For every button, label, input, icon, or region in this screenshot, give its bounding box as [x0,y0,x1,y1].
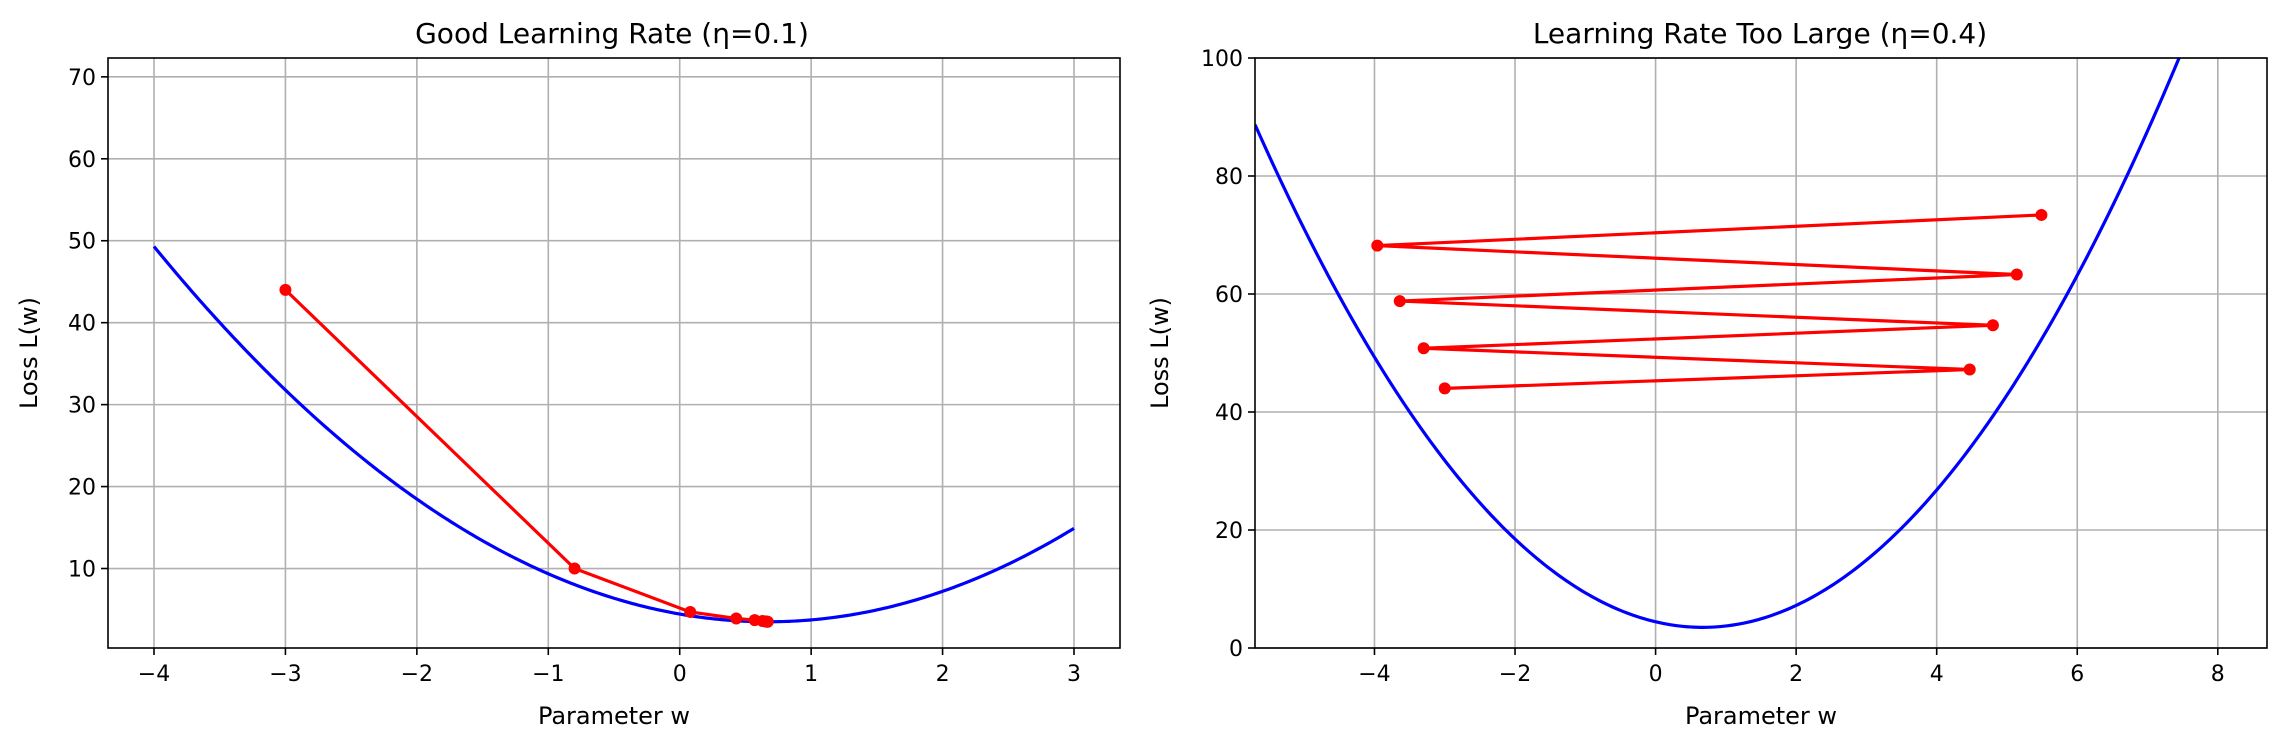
descent-step-point [1417,342,1430,355]
y-tick-label: 60 [68,148,96,173]
x-tick-label: −3 [269,662,301,687]
y-axis-label: Loss L(w) [1146,297,1174,409]
y-tick-label: 60 [1215,283,1243,308]
descent-step-point [761,615,774,628]
y-tick-label: 70 [68,66,96,91]
x-tick-label: −2 [1499,662,1531,687]
descent-step-point [684,605,697,618]
y-axis-ticks: 10 20 30 40 50 60 70 [68,66,108,583]
y-tick-label: 50 [68,230,96,255]
y-tick-label: 80 [1215,165,1243,190]
chart-learning-rate-too-large: Learning Rate Too Large (η=0.4) −4 −2 0 2 4 6… [1146,17,2268,730]
descent-step-point [1986,319,1999,332]
gradient-descent-path [1371,208,2048,395]
y-tick-label: 20 [68,476,96,501]
grid [1255,57,2267,649]
descent-step-point [1963,363,1976,376]
y-tick-label: 20 [1215,519,1243,544]
loss-curve-line [1255,58,2181,629]
loss-curve [152,245,1075,624]
x-tick-label: 1 [804,662,818,687]
descent-step-point [1438,382,1451,395]
x-tick-label: 6 [2070,662,2084,687]
x-axis-label: Parameter w [1685,702,1837,730]
x-tick-label: 0 [1649,662,1663,687]
y-tick-label: 0 [1229,637,1243,662]
x-axis-label: Parameter w [538,702,690,730]
loss-curve [1255,58,2181,629]
x-tick-label: −2 [401,662,433,687]
x-axis-ticks: −4 −3 −2 −1 0 1 2 3 [138,648,1081,687]
gradient-descent-path [279,283,774,628]
x-tick-label: 3 [1067,662,1081,687]
x-tick-label: 0 [673,662,687,687]
y-tick-label: 40 [68,312,96,337]
descent-step-point [1371,239,1384,252]
descent-step-point [279,283,292,296]
chart-title: Good Learning Rate (η=0.1) [415,17,809,50]
plot-frame [107,57,1121,649]
descent-path-line [1375,213,2042,390]
descent-step-point [2035,208,2048,221]
y-axis-ticks: 0 20 40 60 80 100 [1201,47,1255,662]
x-axis-ticks: −4 −2 0 2 4 6 8 [1358,648,2225,687]
x-tick-label: −1 [532,662,564,687]
x-tick-label: 2 [936,662,950,687]
y-tick-label: 10 [68,558,96,583]
y-tick-label: 40 [1215,401,1243,426]
descent-step-point [568,562,581,575]
x-tick-label: 4 [1930,662,1944,687]
descent-step-point [2010,268,2023,281]
x-tick-label: −4 [138,662,170,687]
y-tick-label: 100 [1201,47,1243,72]
x-tick-label: 8 [2211,662,2225,687]
x-tick-label: −4 [1358,662,1390,687]
chart-good-learning-rate: Good Learning Rate (η=0.1) −4 −3 −2 −1 0 1 2 3 … [15,17,1121,730]
y-axis-label: Loss L(w) [15,297,43,409]
chart-title: Learning Rate Too Large (η=0.4) [1533,17,1987,50]
y-tick-label: 30 [68,394,96,419]
grid [108,58,1120,648]
descent-step-point [1393,295,1406,308]
descent-step-point [730,612,743,625]
loss-curve-line [152,245,1075,624]
x-tick-label: 2 [1789,662,1803,687]
plot-frame [1254,57,2268,649]
